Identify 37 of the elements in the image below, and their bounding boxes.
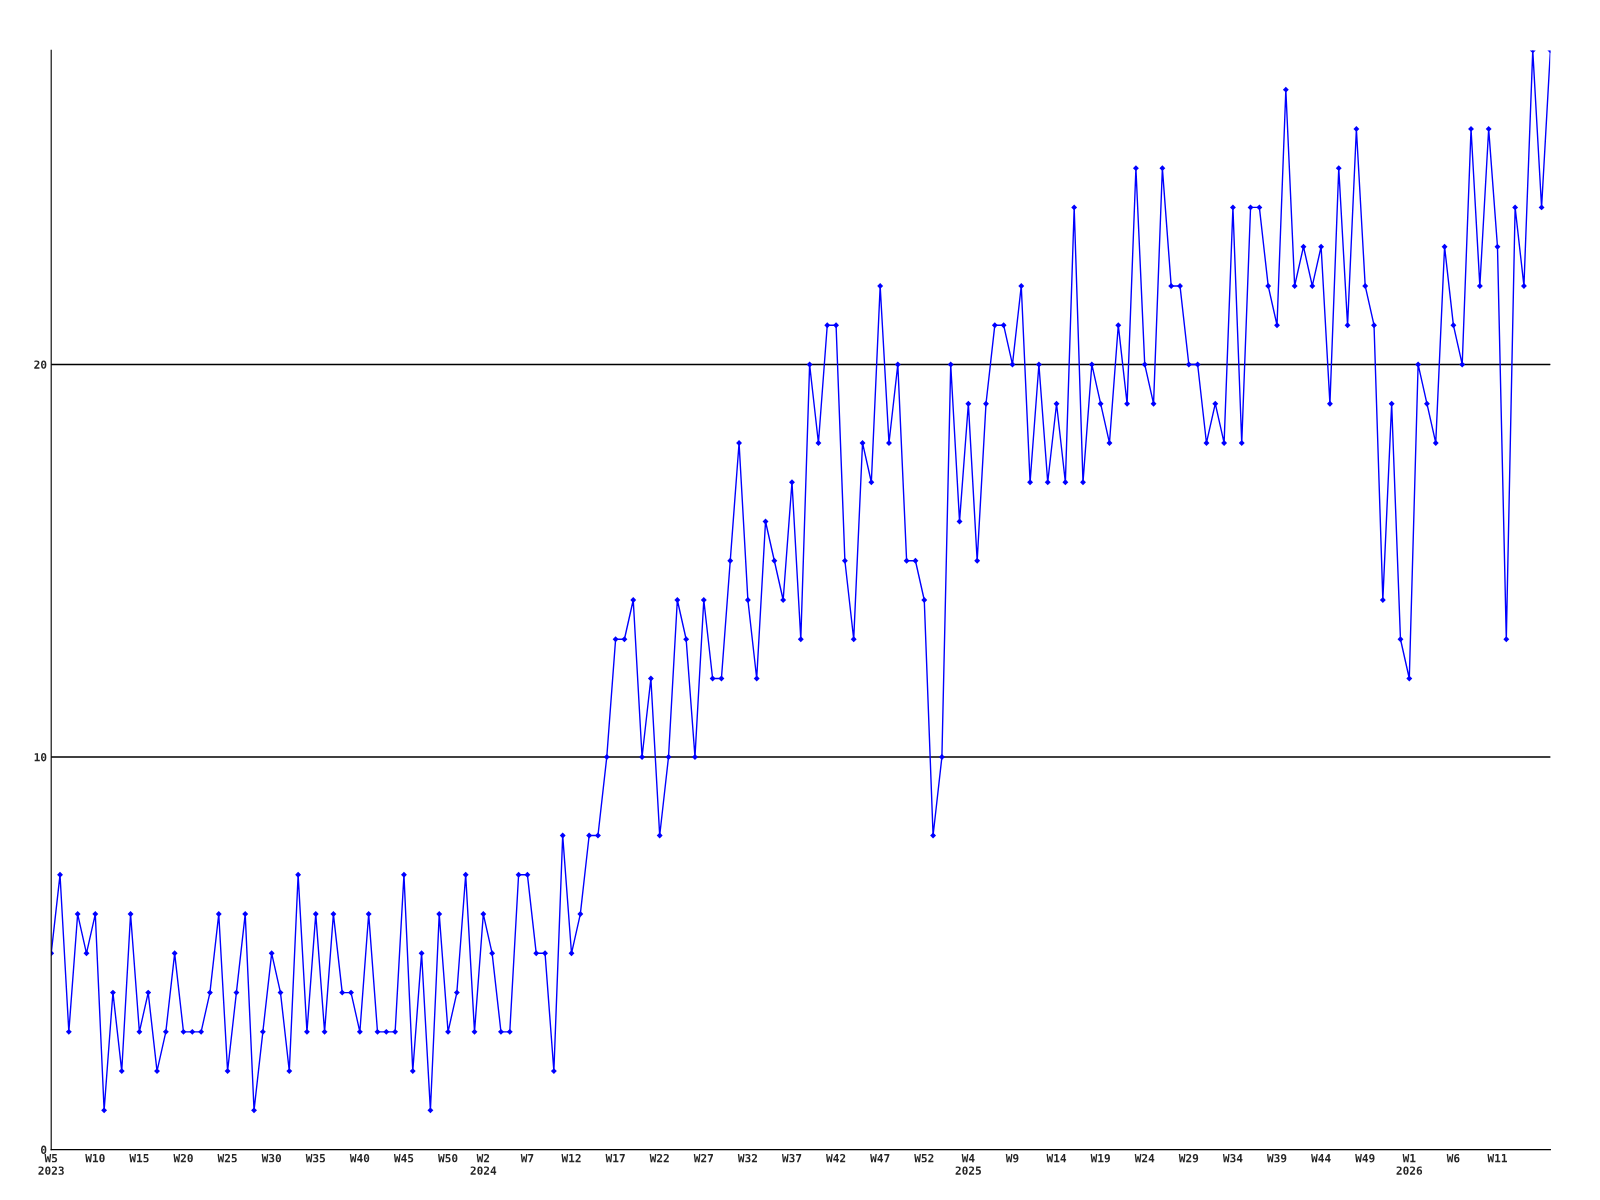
x-tick-label: W52 [914, 1153, 934, 1163]
x-tick-label: W47 [870, 1154, 890, 1163]
x-tick-label: W4 2025 [955, 1154, 981, 1175]
y-tick-label: 20 [34, 360, 47, 369]
x-tick-label: W27 [693, 1153, 713, 1163]
y-tick-label: 0 [41, 1145, 47, 1154]
x-tick-label: W22 [649, 1153, 669, 1163]
x-tick-label: W1 2026 [1396, 1154, 1423, 1175]
x-tick-label: W12 [561, 1153, 581, 1163]
x-tick-label: W10 [85, 1153, 105, 1163]
x-tick-label: W50 [438, 1153, 458, 1163]
x-tick-label: W35 [305, 1153, 326, 1163]
x-tick-label: W5 2023 [38, 1154, 64, 1175]
x-tick-label: W49 [1355, 1154, 1375, 1163]
x-tick-label: W45 [393, 1154, 414, 1163]
x-tick-label: W19 [1090, 1154, 1110, 1163]
x-tick-label: W11 [1487, 1154, 1507, 1163]
x-tick-label: W6 [1446, 1153, 1460, 1163]
y-tick-label: 10 [34, 753, 47, 762]
x-tick-label: W34 [1222, 1153, 1243, 1163]
x-tick-label: W25 [217, 1153, 237, 1163]
x-tick-label: W40 [349, 1153, 370, 1163]
x-tick-label: W2 2024 [470, 1153, 497, 1175]
x-tick-label: W24 [1134, 1153, 1155, 1163]
x-tick-label: W20 [173, 1153, 193, 1163]
x-tick-label: W32 [737, 1153, 757, 1163]
x-tick-label: W42 [826, 1153, 846, 1163]
x-tick-label: W14 [1046, 1154, 1067, 1163]
x-tick-label: W44 [1311, 1154, 1331, 1163]
x-tick-label: W30 [261, 1153, 282, 1163]
x-tick-label: W17 [605, 1154, 625, 1163]
x-tick-label: W15 [129, 1154, 149, 1163]
x-tick-label: W39 [1266, 1153, 1287, 1163]
x-tick-label: W29 [1178, 1153, 1199, 1163]
x-tick-label: W37 [781, 1153, 802, 1163]
x-tick-label: W7 [520, 1154, 534, 1163]
x-tick-label: W9 [1005, 1154, 1019, 1163]
